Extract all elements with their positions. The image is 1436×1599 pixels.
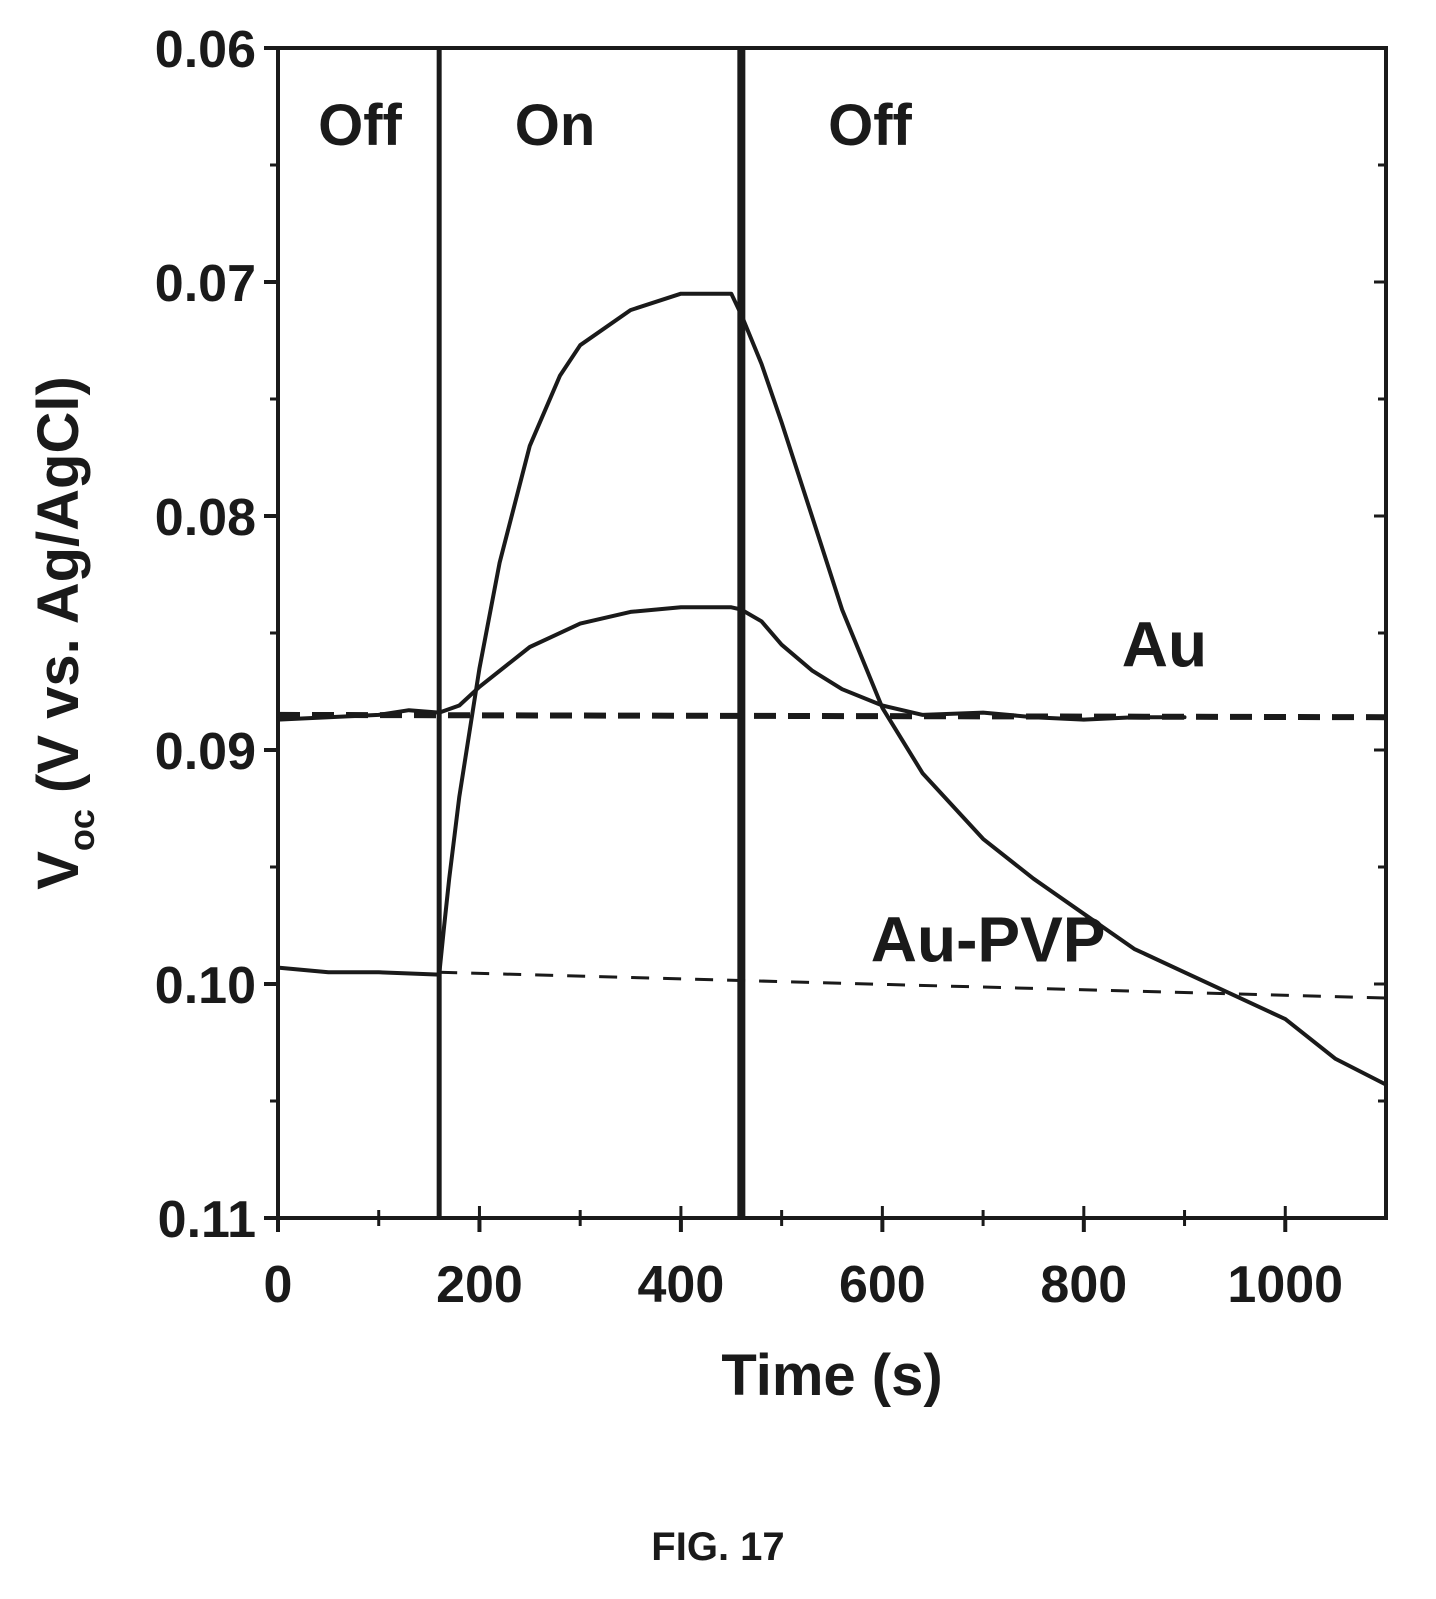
y-tick-label: 0.09	[155, 723, 256, 781]
x-tick-label: 200	[436, 1256, 523, 1314]
y-tick-label: 0.08	[155, 489, 256, 547]
series-annotation: Au-PVP	[871, 904, 1106, 976]
x-tick-label: 800	[1040, 1256, 1127, 1314]
y-tick-label: 0.11	[158, 1191, 256, 1249]
series-line	[276, 291, 1388, 1087]
y-tick-label: 0.07	[155, 255, 256, 313]
region-label: On	[515, 93, 596, 158]
region-label: Off	[828, 93, 912, 158]
label-group: Off On Off Au Au-PVP Time (s) Voc (V vs. Ag/Ag…	[26, 93, 1207, 1408]
tick-group: 0 200 400 600 800 1000 0.06 0.07 0.08 0.09 0.10 0.1…	[155, 21, 1386, 1314]
y-tick-label: 0.10	[155, 957, 256, 1015]
region-group	[436, 48, 746, 1218]
x-tick-label: 0	[264, 1256, 293, 1314]
series-line	[439, 970, 1387, 1000]
figure-caption: FIG. 17	[651, 1525, 785, 1569]
x-axis-title: Time (s)	[721, 1343, 942, 1408]
x-tick-label: 600	[839, 1256, 926, 1314]
y-axis-title: Voc (V vs. Ag/AgCl)	[26, 376, 102, 890]
series-line	[277, 711, 1387, 721]
region-label: Off	[318, 93, 402, 158]
x-tick-label: 400	[638, 1256, 725, 1314]
y-tick-label: 0.06	[155, 21, 256, 79]
x-tick-label: 1000	[1227, 1256, 1343, 1314]
series-group	[276, 291, 1388, 1087]
plot-frame	[276, 46, 1388, 1220]
plot-frame-group	[276, 46, 1388, 1220]
series-line	[276, 605, 1187, 722]
series-annotation: Au	[1122, 609, 1207, 681]
